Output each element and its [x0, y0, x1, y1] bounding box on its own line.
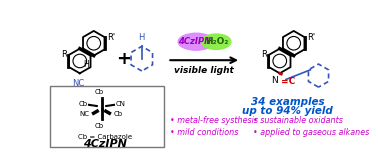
Text: Cb: Cb [78, 101, 87, 107]
Text: 4CzIPN: 4CzIPN [178, 37, 211, 46]
Text: H₂O₂: H₂O₂ [205, 37, 229, 46]
Text: R': R' [107, 33, 115, 42]
Text: • sustainable oxidants: • sustainable oxidants [253, 116, 342, 125]
Text: • applied to gaseous alkanes: • applied to gaseous alkanes [253, 128, 369, 137]
FancyBboxPatch shape [50, 86, 164, 147]
Ellipse shape [201, 34, 231, 49]
Text: CN: CN [116, 101, 125, 107]
Text: • mild conditions: • mild conditions [170, 128, 238, 137]
Text: up to 94% yield: up to 94% yield [242, 106, 333, 116]
Text: +: + [116, 50, 131, 68]
Text: Cb = Carbazole: Cb = Carbazole [78, 134, 132, 140]
Text: H: H [83, 59, 89, 69]
Text: 4CzIPN: 4CzIPN [84, 139, 127, 149]
Text: Cb: Cb [94, 89, 104, 95]
Text: H: H [139, 33, 145, 43]
Text: R': R' [307, 33, 315, 42]
Ellipse shape [178, 33, 214, 50]
Text: R: R [61, 50, 67, 59]
Text: 34 examples: 34 examples [251, 97, 324, 107]
Text: • metal-free systhesis: • metal-free systhesis [170, 116, 258, 125]
Text: NC: NC [80, 111, 90, 117]
Text: NC: NC [72, 79, 84, 88]
Text: N: N [271, 76, 277, 85]
Text: R: R [261, 50, 267, 59]
Text: visible light: visible light [174, 66, 234, 75]
Text: Cb: Cb [94, 123, 104, 129]
Text: Cb: Cb [113, 111, 122, 117]
Text: =C: =C [281, 77, 296, 86]
